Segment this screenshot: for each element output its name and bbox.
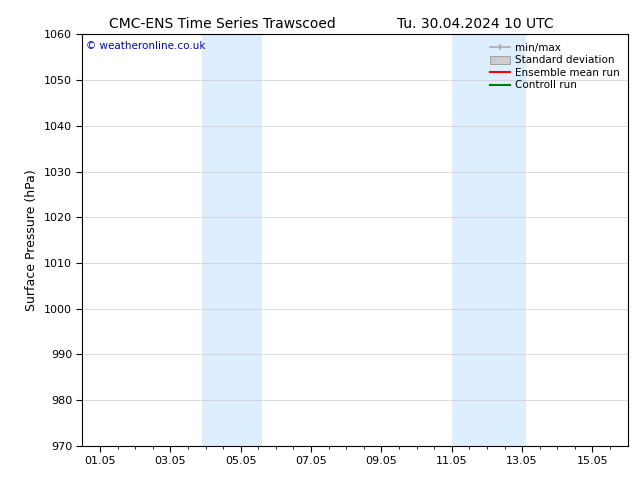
Text: Tu. 30.04.2024 10 UTC: Tu. 30.04.2024 10 UTC xyxy=(397,17,554,31)
Bar xyxy=(452,34,526,446)
Text: CMC-ENS Time Series Trawscoed: CMC-ENS Time Series Trawscoed xyxy=(108,17,335,31)
Bar xyxy=(202,34,262,446)
Text: © weatheronline.co.uk: © weatheronline.co.uk xyxy=(86,41,205,51)
Y-axis label: Surface Pressure (hPa): Surface Pressure (hPa) xyxy=(25,169,38,311)
Legend: min/max, Standard deviation, Ensemble mean run, Controll run: min/max, Standard deviation, Ensemble me… xyxy=(486,40,623,94)
